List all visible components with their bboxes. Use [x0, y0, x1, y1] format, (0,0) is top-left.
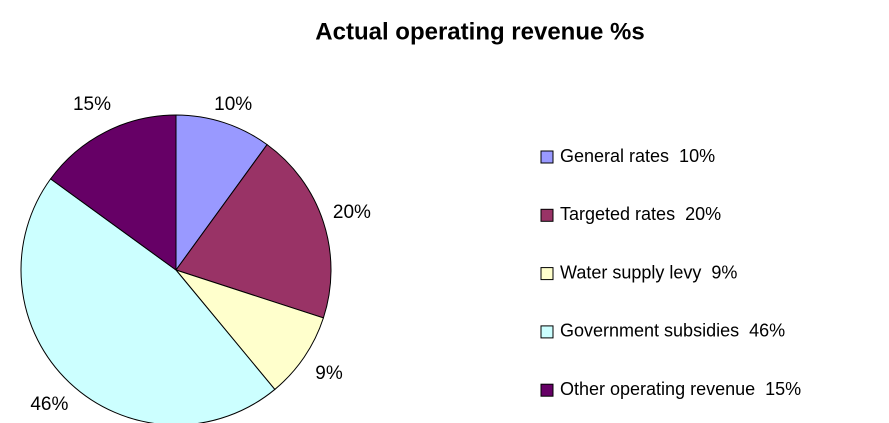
legend-swatch: [540, 267, 554, 281]
legend-swatch: [540, 325, 554, 339]
data-label: 9%: [315, 363, 343, 384]
pie-slice: [20, 178, 276, 423]
legend-label: General rates 10%: [560, 146, 715, 166]
pie-slice: [175, 114, 268, 272]
data-label: 10%: [214, 94, 252, 115]
data-label: 46%: [30, 394, 68, 415]
data-label: 20%: [333, 202, 371, 223]
pie-slice: [49, 114, 177, 271]
chart-title: Actual operating revenue %s: [315, 18, 644, 45]
legend-swatch: [540, 383, 554, 397]
legend-swatch: [540, 150, 554, 164]
legend-label: Government subsidies 46%: [560, 321, 785, 341]
legend-label: Other operating revenue 15%: [560, 379, 801, 399]
pie-slice: [174, 268, 325, 391]
legend-label: Targeted rates 20%: [560, 204, 721, 224]
pie-slice: [175, 143, 332, 319]
legend-swatch: [540, 208, 554, 222]
legend-label: Water supply levy 9%: [560, 262, 737, 282]
data-label: 15%: [73, 94, 111, 115]
